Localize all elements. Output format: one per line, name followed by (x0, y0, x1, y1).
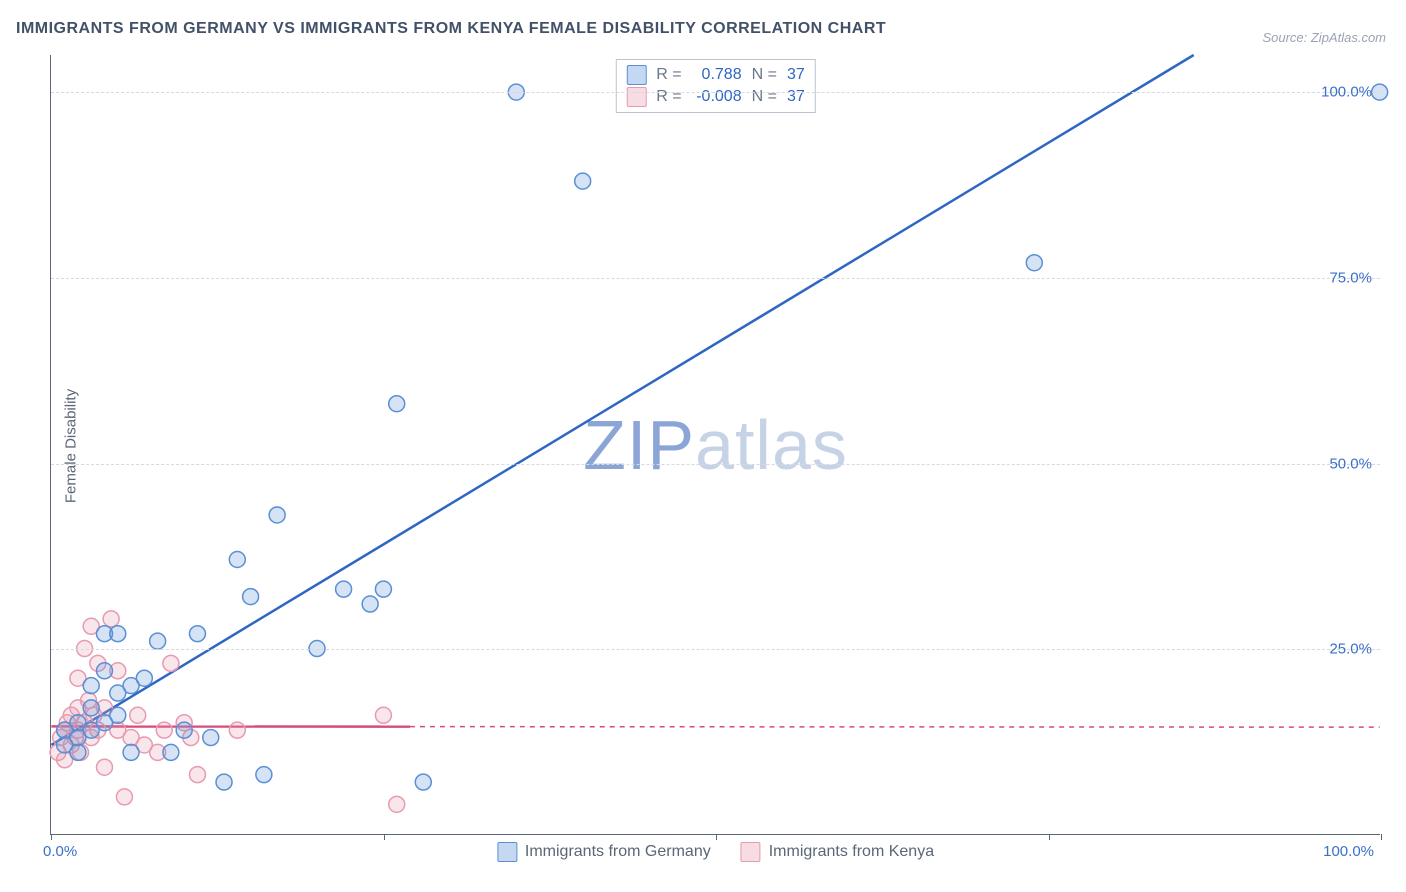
gridline (51, 92, 1380, 93)
legend-item-germany: Immigrants from Germany (497, 842, 711, 862)
x-tick-mark (51, 834, 52, 840)
y-tick-label: 75.0% (1329, 269, 1372, 286)
x-tick-mark (716, 834, 717, 840)
legend-series: Immigrants from Germany Immigrants from … (497, 842, 934, 862)
chart-title: IMMIGRANTS FROM GERMANY VS IMMIGRANTS FR… (16, 20, 886, 38)
series-label-germany: Immigrants from Germany (525, 843, 711, 861)
legend-item-kenya: Immigrants from Kenya (741, 842, 934, 862)
gridline (51, 464, 1380, 465)
swatch-kenya (741, 842, 761, 862)
x-tick-mark (1049, 834, 1050, 840)
y-tick-label: 25.0% (1329, 641, 1372, 658)
x-tick-mark (384, 834, 385, 840)
x-tick-max: 100.0% (1323, 843, 1374, 860)
series-label-kenya: Immigrants from Kenya (769, 843, 934, 861)
x-tick-min: 0.0% (43, 843, 77, 860)
scatter-svg (51, 55, 1380, 834)
source-label: Source: ZipAtlas.com (1262, 30, 1386, 45)
gridline (51, 278, 1380, 279)
gridline (51, 649, 1380, 650)
y-tick-label: 50.0% (1329, 455, 1372, 472)
x-tick-mark (1381, 834, 1382, 840)
plot-area: ZIPatlas R = 0.788 N = 37 R = -0.008 N =… (50, 55, 1380, 835)
y-tick-label: 100.0% (1321, 84, 1372, 101)
swatch-germany (497, 842, 517, 862)
